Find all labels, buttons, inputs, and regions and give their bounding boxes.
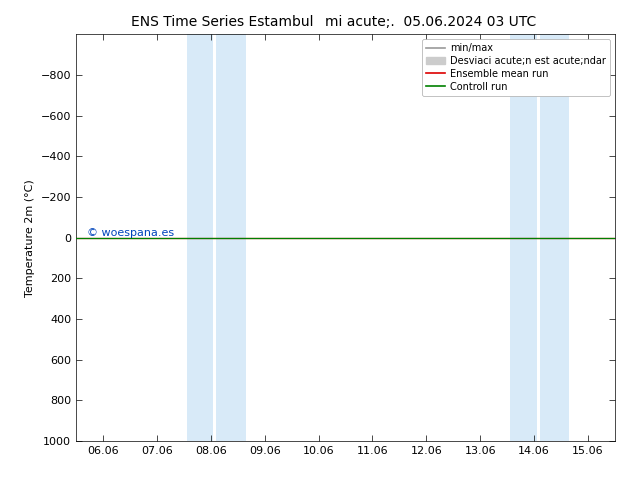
Text: ENS Time Series Estambul: ENS Time Series Estambul: [131, 15, 313, 29]
Bar: [216, 34, 246, 441]
Y-axis label: Temperature 2m (°C): Temperature 2m (°C): [25, 179, 35, 296]
Bar: [510, 34, 537, 441]
Text: mi acute;.  05.06.2024 03 UTC: mi acute;. 05.06.2024 03 UTC: [325, 15, 537, 29]
Text: © woespana.es: © woespana.es: [87, 228, 174, 238]
Bar: [186, 34, 214, 441]
Bar: [540, 34, 569, 441]
Legend: min/max, Desviaci acute;n est acute;ndar, Ensemble mean run, Controll run: min/max, Desviaci acute;n est acute;ndar…: [422, 39, 610, 96]
